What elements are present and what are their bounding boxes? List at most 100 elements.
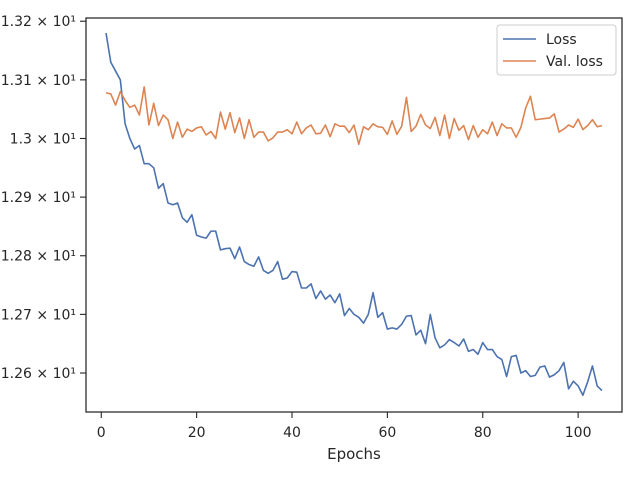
data-point-loss xyxy=(482,341,484,343)
data-point-val-loss xyxy=(362,126,364,128)
data-point-loss xyxy=(443,344,445,346)
data-point-loss xyxy=(601,389,603,391)
data-point-loss xyxy=(224,248,226,250)
y-tick-label: 1.28 × 10¹ xyxy=(1,249,76,265)
data-point-val-loss xyxy=(582,128,584,130)
data-point-val-loss xyxy=(277,131,279,133)
data-point-val-loss xyxy=(119,90,121,92)
data-point-val-loss xyxy=(334,123,336,125)
data-point-loss xyxy=(558,369,560,371)
data-point-val-loss xyxy=(143,86,145,88)
data-point-val-loss xyxy=(110,93,112,95)
data-point-loss xyxy=(157,187,159,189)
data-point-loss xyxy=(596,385,598,387)
data-point-val-loss xyxy=(529,95,531,97)
data-point-loss xyxy=(191,214,193,216)
y-tick-label: 1.26 × 10¹ xyxy=(1,366,76,382)
data-point-loss xyxy=(467,350,469,352)
data-point-val-loss xyxy=(486,133,488,135)
data-point-loss xyxy=(515,354,517,356)
data-point-val-loss xyxy=(596,126,598,128)
data-point-loss xyxy=(491,348,493,350)
data-point-loss xyxy=(367,313,369,315)
y-tick-label: 1.32 × 10¹ xyxy=(1,14,76,30)
data-point-loss xyxy=(291,270,293,272)
data-point-loss xyxy=(358,316,360,318)
data-point-loss xyxy=(243,260,245,262)
data-point-loss xyxy=(143,163,145,165)
y-tick-label: 1.3 × 10¹ xyxy=(10,131,76,147)
data-point-loss xyxy=(338,293,340,295)
data-point-val-loss xyxy=(482,128,484,130)
data-point-loss xyxy=(448,338,450,340)
data-point-loss xyxy=(272,269,274,271)
data-point-val-loss xyxy=(420,113,422,115)
data-point-val-loss xyxy=(472,124,474,126)
data-point-loss xyxy=(391,327,393,329)
data-point-loss xyxy=(172,204,174,206)
data-point-val-loss xyxy=(453,117,455,119)
data-point-val-loss xyxy=(396,133,398,135)
data-point-loss xyxy=(296,271,298,273)
data-point-val-loss xyxy=(157,124,159,126)
data-point-loss xyxy=(195,234,197,236)
data-point-loss xyxy=(396,328,398,330)
series-points-val-loss xyxy=(105,86,603,146)
data-point-loss xyxy=(415,334,417,336)
data-point-val-loss xyxy=(491,121,493,123)
data-point-val-loss xyxy=(601,124,603,126)
data-point-loss xyxy=(162,182,164,184)
data-point-loss xyxy=(362,322,364,324)
data-point-loss xyxy=(310,283,312,285)
data-point-loss xyxy=(167,202,169,204)
data-point-val-loss xyxy=(229,111,231,113)
data-point-loss xyxy=(353,313,355,315)
data-point-val-loss xyxy=(124,99,126,101)
data-point-loss xyxy=(477,353,479,355)
data-point-val-loss xyxy=(353,124,355,126)
data-point-val-loss xyxy=(234,131,236,133)
data-point-loss xyxy=(501,358,503,360)
data-point-loss xyxy=(334,301,336,303)
legend-label-loss: Loss xyxy=(546,32,577,48)
data-point-loss xyxy=(410,314,412,316)
data-point-loss xyxy=(257,256,259,258)
data-point-val-loss xyxy=(520,126,522,128)
data-point-loss xyxy=(219,249,221,251)
data-point-loss xyxy=(153,167,155,169)
series-points-loss xyxy=(105,32,603,397)
data-point-loss xyxy=(386,328,388,330)
data-point-val-loss xyxy=(215,137,217,139)
data-point-loss xyxy=(529,375,531,377)
data-point-loss xyxy=(520,372,522,374)
data-point-loss xyxy=(229,247,231,249)
data-point-val-loss xyxy=(114,104,116,106)
data-point-val-loss xyxy=(224,128,226,130)
data-point-val-loss xyxy=(162,114,164,116)
data-point-loss xyxy=(472,348,474,350)
data-point-val-loss xyxy=(577,118,579,120)
data-point-loss xyxy=(277,260,279,262)
data-point-val-loss xyxy=(367,128,369,130)
data-point-val-loss xyxy=(534,119,536,121)
data-point-val-loss xyxy=(386,133,388,135)
data-point-val-loss xyxy=(305,127,307,129)
legend-label-val-loss: Val. loss xyxy=(546,54,603,70)
data-point-loss xyxy=(553,374,555,376)
data-point-loss xyxy=(300,287,302,289)
data-point-loss xyxy=(200,236,202,238)
data-point-loss xyxy=(343,314,345,316)
data-point-val-loss xyxy=(548,117,550,119)
data-point-val-loss xyxy=(415,125,417,127)
data-point-val-loss xyxy=(567,124,569,126)
data-point-val-loss xyxy=(186,128,188,130)
data-point-loss xyxy=(148,163,150,165)
data-point-val-loss xyxy=(348,131,350,133)
data-point-loss xyxy=(505,375,507,377)
data-point-loss xyxy=(176,202,178,204)
data-point-val-loss xyxy=(238,117,240,119)
data-point-loss xyxy=(582,394,584,396)
data-point-val-loss xyxy=(501,123,503,125)
legend: Loss Val. loss xyxy=(496,24,617,76)
data-point-val-loss xyxy=(439,134,441,136)
